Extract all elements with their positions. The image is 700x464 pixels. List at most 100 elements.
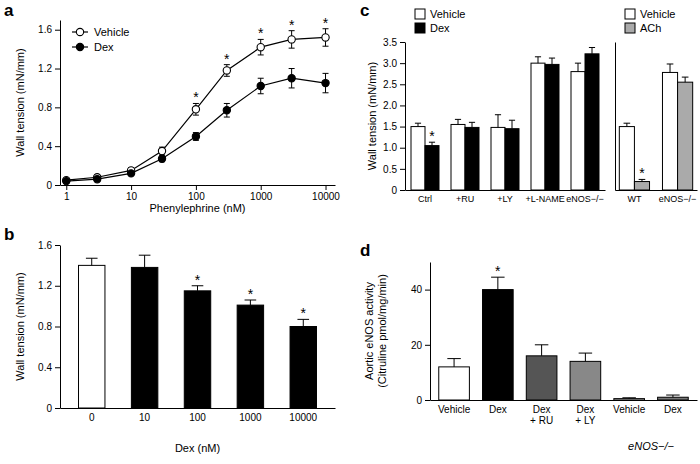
bar (491, 127, 505, 190)
legend: VehicleDex (415, 8, 465, 34)
legend-label: Vehicle (640, 8, 675, 20)
bar (131, 267, 157, 408)
figure: *****00.40.81.21.6110100100010000Vehicle… (0, 0, 700, 464)
tick-mark (425, 290, 430, 291)
panel: ***00.40.81.21.6010100100010000Dex (nM)W… (4, 225, 336, 454)
tick-label: 0.4 (38, 141, 52, 152)
series-line (66, 78, 325, 181)
significance: * (195, 272, 201, 288)
y-tick: 0 (391, 185, 405, 196)
x-axis: WTeNOS−/− (616, 191, 698, 205)
x-axis: Ctrl+RU+LY+L-NAMEeNOS−/− (406, 191, 606, 205)
y-axis: 02040 (411, 263, 431, 406)
x-tick: +L-NAME (525, 194, 564, 204)
point (158, 155, 165, 162)
tick-label: 0 (46, 403, 52, 414)
panel-title: d (360, 241, 370, 260)
x-tick: 10 (139, 412, 151, 423)
y-tick: 1.2 (38, 63, 60, 74)
tick-mark (55, 286, 60, 287)
tick-label: Ctrl (418, 194, 432, 204)
bar (570, 361, 601, 400)
legend-label: ACh (640, 22, 661, 34)
tick-label: 2.5 (383, 79, 397, 90)
tick-label: 1000 (250, 191, 273, 202)
tick-label: 0 (89, 412, 95, 423)
bar (290, 327, 316, 409)
series-line (66, 37, 325, 180)
error-bar (667, 64, 674, 72)
x-tick: 10000 (289, 412, 317, 423)
point (322, 79, 329, 86)
y-axis-title: Wall tension (mN/mm) (366, 62, 378, 170)
y-tick: 0.4 (38, 141, 60, 152)
tick-mark (55, 30, 60, 31)
y-axis-title: Wall tension (mN/mm) (14, 272, 26, 380)
error-bar (535, 345, 548, 356)
bar (658, 397, 689, 400)
y-tick: 0.8 (38, 321, 60, 332)
bar (184, 291, 210, 408)
tick-label: 1.0 (383, 142, 397, 153)
tick-label: 1 (64, 191, 70, 202)
error-bar (289, 31, 295, 48)
tick-label: 0.8 (38, 321, 52, 332)
x-tick: +LY (497, 194, 513, 204)
tick-label: Dex (664, 404, 682, 415)
bar (425, 146, 439, 190)
error-bar (193, 133, 199, 141)
y-tick: 3.5 (383, 37, 405, 48)
significance: * (289, 17, 295, 33)
axis-line (431, 400, 698, 401)
plot-marks (619, 64, 692, 190)
tick-label: 0 (391, 185, 397, 196)
tick-label: 100 (189, 412, 206, 423)
y-tick: 0.5 (383, 164, 405, 175)
point (127, 170, 134, 177)
x-tick: Dex (489, 404, 507, 415)
tick-label: 1.2 (38, 63, 52, 74)
tick-label: 10000 (289, 412, 317, 423)
axis-line (61, 185, 336, 186)
tick-mark (400, 127, 405, 128)
bar (237, 305, 263, 408)
y-tick: 1.5 (383, 121, 405, 132)
y-tick: 1.0 (383, 142, 405, 153)
axis-line (60, 246, 61, 409)
group-label: eNOS−/− (628, 440, 674, 452)
annotations: *** (195, 272, 307, 322)
significance: * (193, 89, 199, 105)
legend-swatch (625, 23, 635, 33)
error-bar (159, 147, 165, 155)
tick-mark (55, 367, 60, 368)
tick-mark (66, 185, 67, 190)
x-tick: 1000 (250, 185, 273, 202)
tick-label: 10 (126, 191, 138, 202)
significance: * (323, 15, 329, 31)
tick-mark (425, 400, 430, 401)
panel-title: a (4, 1, 14, 20)
x-tick: Dex (664, 404, 682, 415)
error-bar (509, 120, 515, 128)
x-axis-title: Dex (nM) (175, 442, 220, 454)
legend-swatch (415, 9, 425, 19)
x-tick: Dex+ RU (530, 404, 553, 426)
significance: * (429, 128, 435, 144)
tick-label: +L-NAME (525, 194, 564, 204)
tick-mark (55, 408, 60, 409)
bar (79, 265, 105, 408)
tick-mark (425, 345, 430, 346)
error-bar (323, 73, 329, 92)
bar (662, 72, 677, 190)
axis-line (406, 190, 606, 191)
panel: *00.51.01.52.02.53.03.5Ctrl+RU+LY+L-NAME… (360, 1, 606, 204)
panel-title: b (4, 225, 14, 244)
x-tick: Vehicle (613, 404, 646, 415)
tick-mark (400, 42, 405, 43)
tick-mark (55, 245, 60, 246)
legend: VehicleDex (72, 26, 129, 53)
bar (526, 356, 557, 400)
error-bar (682, 77, 689, 82)
tick-label: +RU (456, 194, 474, 204)
x-tick: 1 (64, 185, 70, 202)
